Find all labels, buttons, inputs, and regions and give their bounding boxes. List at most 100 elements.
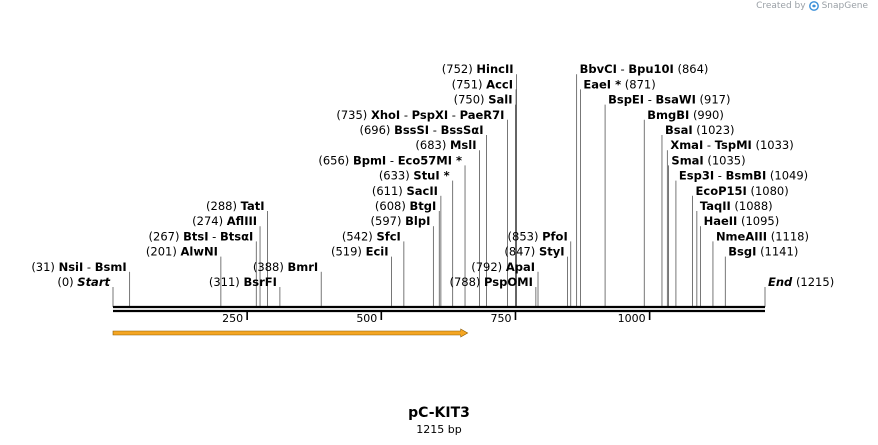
site-label-bmri[interactable]: (388) BmrI [253,260,318,274]
site-label-tati[interactable]: (288) TatI [206,199,265,213]
site-position: (917) [700,93,731,107]
enzyme-name: BsgI [728,245,756,259]
enzyme-name: HincII [476,62,513,76]
site-label-end[interactable]: End (1215) [768,275,834,289]
snapgene-credit: Created by SnapGene [756,1,868,11]
enzyme-name: EcoP15I [696,184,747,198]
site-label-sali[interactable]: (750) SalI [454,93,513,107]
enzyme-name: BssSαI [441,123,484,137]
site-label-bpmi[interactable]: (656) BpmI - Eco57MI * [318,153,462,167]
site-label-start[interactable]: (0) Start [57,275,110,289]
site-label-haeii[interactable]: HaeII (1095) [704,214,780,228]
enzyme-name: XmaI [670,138,703,152]
snapgene-logo-icon [808,1,819,11]
enzyme-name: Eco57MI * [398,153,462,167]
site-label-bsgi[interactable]: BsgI (1141) [728,245,798,259]
enzyme-name: SalI [488,93,512,107]
site-label-bsrfi[interactable]: (311) BsrFI [209,275,277,289]
site-label-hincii[interactable]: (752) HincII [442,62,514,76]
enzyme-name: BtsI [183,229,208,243]
enzyme-name: Bpu10I [628,62,673,76]
name-separator: - [448,108,459,122]
site-position: (311) [209,275,240,289]
enzyme-name: TaqII [700,199,731,213]
site-label-aflii[interactable]: (274) AflIII [192,214,257,228]
enzyme-name: PaeR7I [460,108,505,122]
enzyme-name: BtsαI [220,229,253,243]
site-label-btsi[interactable]: (267) BtsI - BtsαI [149,229,254,243]
site-position: (788) [449,275,480,289]
site-position: (1088) [734,199,772,213]
site-label-pspomi[interactable]: (788) PspOMI [449,275,532,289]
site-position: (1095) [741,214,779,228]
enzyme-name: BsmI [95,260,127,274]
site-label-bspei[interactable]: BspEI - BsaWI (917) [608,93,730,107]
name-separator: - [714,169,725,183]
enzyme-name: HaeII [704,214,738,228]
site-label-apai[interactable]: (792) ApaI [471,260,535,274]
feature-arrow-shape[interactable] [112,328,469,338]
ruler-ticks: 250 500 750 1000 [222,311,651,325]
site-label-btgi[interactable]: (608) BtgI [375,199,436,213]
site-label-pfoi[interactable]: (853) PfoI [508,229,568,243]
site-label-sfci[interactable]: (542) SfcI [342,229,401,243]
plasmid-length: 1215 bp [416,423,462,436]
enzyme-name: SacII [406,184,437,198]
site-position: (735) [336,108,367,122]
enzyme-name: End [768,275,793,289]
site-label-taqii[interactable]: TaqII (1088) [700,199,773,213]
site-label-xhoi[interactable]: (735) XhoI - PspXI - PaeR7I [336,108,504,122]
plasmid-name: pC-KIT3 [408,405,470,421]
site-label-nmeaiii[interactable]: NmeAIII (1118) [716,229,809,243]
site-label-smai[interactable]: SmaI (1035) [671,153,745,167]
enzyme-name: BpmI [353,153,386,167]
enzyme-name: NsiI [59,260,84,274]
site-label-alwni[interactable]: (201) AlwNI [146,245,218,259]
site-label-acci[interactable]: (751) AccI [452,77,513,91]
site-position: (871) [625,77,656,91]
site-label-esp3i[interactable]: Esp3I - BsmBI (1049) [679,169,808,183]
enzyme-name: NmeAIII [716,229,767,243]
site-label-ecop15i[interactable]: EcoP15I (1080) [696,184,789,198]
name-separator: - [429,123,440,137]
site-label-ecii[interactable]: (519) EciI [331,245,389,259]
site-label-msli[interactable]: (683) MslI [415,138,476,152]
name-separator: - [400,108,411,122]
site-label-bmgbi[interactable]: BmgBI (990) [647,108,724,122]
name-separator: - [617,62,628,76]
name-separator: - [83,260,94,274]
enzyme-name: SfcI [376,229,400,243]
site-label-sacii[interactable]: (611) SacII [372,184,438,198]
enzyme-name: BsrFI [243,275,276,289]
enzyme-name: BmgBI [647,108,689,122]
site-label-bsai[interactable]: BsaI (1023) [665,123,735,137]
site-label-nsii[interactable]: (31) NsiI - BsmI [31,260,126,274]
site-position: (750) [454,93,485,107]
site-position: (1080) [751,184,789,198]
enzyme-name: XhoI [371,108,400,122]
enzyme-name: EciI [366,245,389,259]
site-label-xmai[interactable]: XmaI - TspMI (1033) [670,138,793,152]
enzyme-name: BtgI [409,199,436,213]
name-separator: - [386,153,397,167]
site-position: (31) [31,260,55,274]
site-label-bsssi[interactable]: (696) BssSI - BssSαI [359,123,483,137]
site-label-blpi[interactable]: (597) BlpI [371,214,431,228]
feature-arrow[interactable] [112,328,469,338]
enzyme-name: TatI [241,199,265,213]
site-position: (847) [504,245,535,259]
site-position: (597) [371,214,402,228]
ruler-tick-label: 500 [356,312,377,325]
site-label-bbvci[interactable]: BbvCI - Bpu10I (864) [580,62,709,76]
site-label-stui[interactable]: (633) StuI * [379,169,450,183]
name-separator: - [644,93,655,107]
enzyme-name: Esp3I [679,169,714,183]
site-position: (608) [375,199,406,213]
enzyme-name: TspMI [715,138,752,152]
site-position: (696) [359,123,390,137]
site-position: (990) [693,108,724,122]
name-separator: - [209,229,220,243]
site-label-eaei[interactable]: EaeI * (871) [583,77,655,91]
site-label-styi[interactable]: (847) StyI [504,245,564,259]
